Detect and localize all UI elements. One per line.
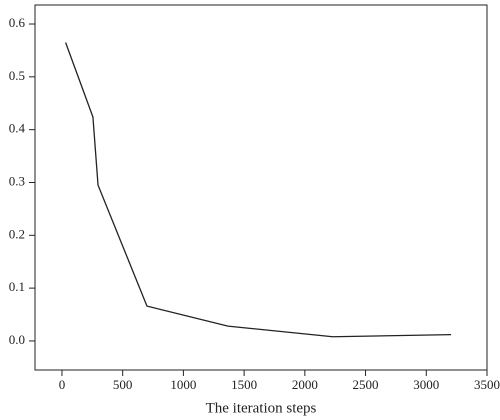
data-line (64, 42, 452, 338)
x-tick-label: 0 (59, 377, 66, 392)
x-tick-label: 1500 (231, 377, 257, 392)
y-tick-label: 0.6 (9, 15, 26, 30)
x-tick-label: 3500 (474, 377, 500, 392)
y-tick-label: 0.3 (9, 173, 25, 188)
y-tick-label: 0.0 (9, 332, 25, 347)
x-axis-label: The iteration steps (206, 400, 317, 416)
x-tick-label: 2000 (292, 377, 318, 392)
x-tick-label: 3000 (413, 377, 439, 392)
plot-frame (34, 4, 488, 371)
x-tick-label: 2500 (353, 377, 379, 392)
y-tick-label: 0.5 (9, 68, 25, 83)
x-tick-label: 500 (113, 377, 133, 392)
y-tick-label: 0.4 (9, 121, 26, 136)
x-tick-label: 1000 (170, 377, 196, 392)
y-tick-label: 0.1 (9, 279, 25, 294)
y-tick-label: 0.2 (9, 226, 25, 241)
